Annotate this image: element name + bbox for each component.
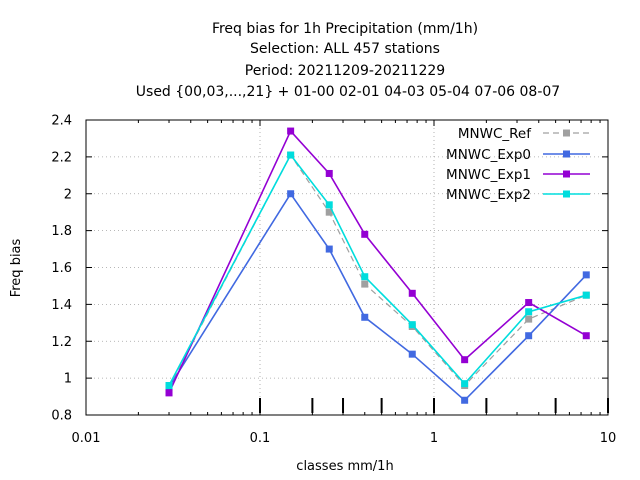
series-line-mnwc-exp2 (168, 153, 587, 386)
series-point (461, 396, 469, 404)
series-point (325, 201, 333, 209)
series-point (408, 289, 416, 297)
chart-title: Freq bias for 1h Precipitation (mm/1h) S… (136, 21, 560, 100)
y-tick-label: 1.4 (51, 298, 72, 313)
tick-labels: 0.8 1 1.2 1.4 1.6 1.8 2 2.2 2.4 0.01 0.1 1 10 (51, 114, 616, 447)
title-line-1: Freq bias for 1h Precipitation (mm/1h) (212, 21, 478, 37)
data-series (165, 127, 590, 404)
series-point (287, 127, 295, 135)
series-point (165, 382, 173, 389)
legend-marker (563, 170, 570, 178)
title-line-4: Used {00,03,...,21} + 01-00 02-01 04-03 … (136, 84, 560, 100)
legend: MNWC_Ref MNWC_Exp0 MNWC_Exp1 MNWC_Exp2 (446, 126, 590, 203)
series-point (461, 356, 469, 364)
title-line-2: Selection: ALL 457 stations (250, 41, 440, 57)
series-line-mnwc-exp0 (168, 192, 587, 402)
y-axis-label: Freq bias (9, 238, 24, 297)
x-tick-label: 0.01 (72, 431, 101, 446)
legend-marker (563, 190, 570, 198)
series-point (582, 271, 590, 279)
series-point (582, 332, 590, 340)
legend-label: MNWC_Exp0 (446, 147, 531, 163)
series-point (361, 313, 369, 321)
y-tick-label: 2 (64, 187, 72, 202)
series-point (325, 208, 333, 216)
series-point (408, 321, 416, 329)
series-point (461, 380, 469, 388)
axis-ticks (85, 119, 609, 416)
y-tick-label: 0.8 (51, 409, 72, 424)
x-tick-label: 1 (430, 431, 438, 446)
y-tick-label: 2.2 (51, 150, 72, 165)
series-point (287, 190, 295, 198)
title-line-3: Period: 20211209-20211229 (245, 63, 445, 79)
series-point (361, 230, 369, 238)
y-tick-label: 1.2 (51, 335, 72, 350)
legend-marker (563, 150, 570, 158)
series-line-mnwc-exp1 (168, 129, 587, 394)
y-tick-label: 2.4 (51, 114, 72, 129)
series-point (525, 308, 533, 316)
y-tick-label: 1.8 (51, 224, 72, 239)
x-tick-label: 0.1 (250, 431, 271, 446)
series-point (525, 299, 533, 307)
series-point (165, 389, 173, 397)
series-point (325, 169, 333, 177)
y-tick-label: 1.6 (51, 261, 72, 276)
legend-marker (563, 129, 570, 137)
legend-label: MNWC_Exp2 (446, 187, 531, 203)
series-point (361, 273, 369, 281)
series-point (287, 151, 295, 159)
series-point (325, 245, 333, 253)
y-tick-label: 1 (64, 372, 72, 387)
legend-label: MNWC_Exp1 (446, 167, 531, 183)
grid (86, 120, 608, 415)
series-point (582, 291, 590, 299)
series-point (525, 332, 533, 340)
series-point (525, 315, 533, 323)
legend-label: MNWC_Ref (458, 126, 532, 142)
series-point (408, 350, 416, 358)
x-tick-label: 10 (600, 431, 617, 446)
x-axis-label: classes mm/1h (296, 459, 393, 474)
series-point (361, 280, 369, 288)
